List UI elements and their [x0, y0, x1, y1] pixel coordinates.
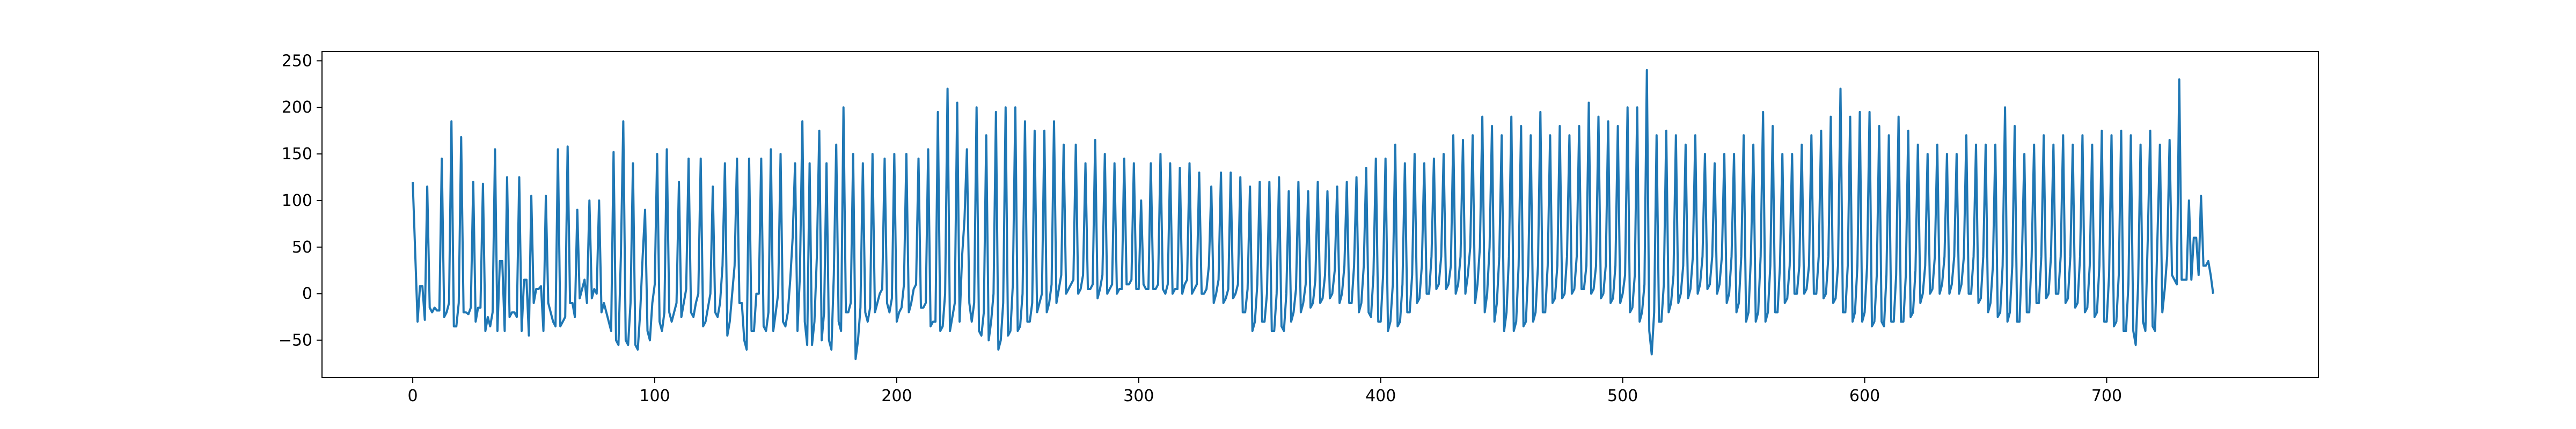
plot-area — [321, 51, 2319, 378]
y-tick-label: 150 — [282, 145, 312, 164]
y-tick-label: 100 — [282, 191, 312, 210]
y-tick-label: −50 — [279, 331, 312, 350]
x-tick-label: 600 — [1849, 387, 1880, 405]
x-tick-label: 200 — [881, 387, 912, 405]
x-tick-label: 400 — [1365, 387, 1396, 405]
y-axis: −50 0 50 100 150 200 250 — [279, 51, 322, 350]
x-axis: 0 100 200 300 400 500 600 700 — [408, 378, 2122, 405]
x-tick-label: 300 — [1123, 387, 1154, 405]
y-tick-label: 250 — [282, 51, 312, 70]
y-tick-label: 200 — [282, 98, 312, 117]
x-tick-label: 0 — [408, 387, 418, 405]
y-tick-label: 0 — [302, 285, 312, 304]
series-line — [412, 69, 2214, 360]
x-tick-label: 500 — [1607, 387, 1638, 405]
x-tick-label: 700 — [2091, 387, 2122, 405]
x-tick-label: 100 — [639, 387, 670, 405]
plot-frame — [321, 51, 2319, 378]
y-tick-label: 50 — [292, 238, 312, 257]
